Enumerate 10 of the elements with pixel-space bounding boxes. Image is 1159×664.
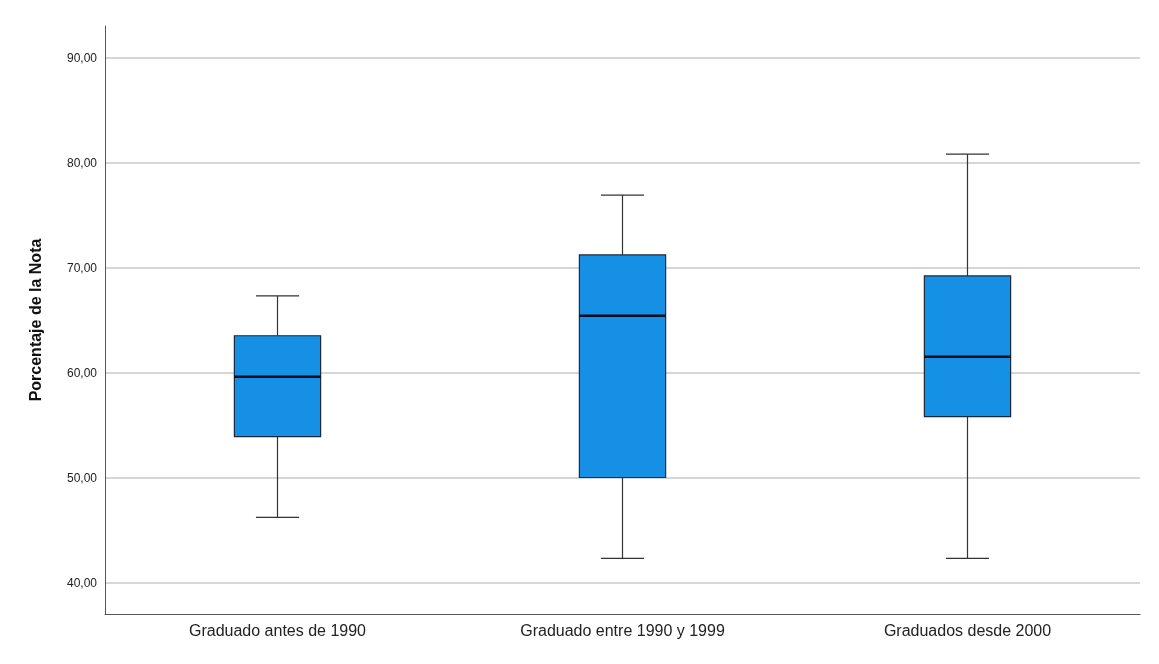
- x-tick-label: Graduados desde 2000: [883, 621, 1052, 639]
- y-axis-title: Porcentaje de la Nota: [26, 238, 44, 402]
- y-tick-label: 90,00: [66, 50, 98, 65]
- x-tick-label: Graduado entre 1990 y 1999: [520, 621, 725, 639]
- y-tick-label: 60,00: [66, 365, 98, 380]
- y-tick-label: 50,00: [66, 470, 98, 485]
- y-tick-label: 70,00: [66, 260, 98, 275]
- y-tick-label: 40,00: [66, 575, 98, 590]
- x-tick-label: Graduado antes de 1990: [188, 621, 367, 639]
- y-tick-label: 80,00: [66, 155, 98, 170]
